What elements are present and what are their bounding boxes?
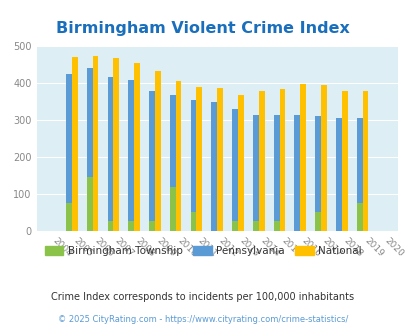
Bar — [237, 95, 243, 231]
Bar — [252, 115, 258, 231]
Bar — [232, 221, 237, 231]
Bar — [314, 212, 320, 231]
Bar — [128, 221, 134, 231]
Bar — [252, 221, 258, 231]
Bar — [294, 115, 300, 231]
Bar — [87, 68, 92, 231]
Bar — [134, 63, 140, 231]
Bar — [190, 100, 196, 231]
Bar — [211, 102, 217, 231]
Bar — [149, 221, 155, 231]
Bar — [314, 116, 320, 231]
Bar — [107, 221, 113, 231]
Bar — [300, 84, 305, 231]
Bar — [196, 87, 202, 231]
Bar — [362, 91, 367, 231]
Bar — [232, 109, 237, 231]
Bar — [341, 90, 347, 231]
Bar — [66, 203, 72, 231]
Bar — [155, 71, 160, 231]
Bar — [356, 118, 362, 231]
Text: Crime Index corresponds to incidents per 100,000 inhabitants: Crime Index corresponds to incidents per… — [51, 292, 354, 302]
Bar — [320, 85, 326, 231]
Bar — [258, 91, 264, 231]
Bar — [335, 118, 341, 231]
Bar — [113, 58, 119, 231]
Bar — [128, 80, 134, 231]
Bar — [92, 56, 98, 231]
Text: Birmingham Violent Crime Index: Birmingham Violent Crime Index — [56, 21, 349, 36]
Bar — [175, 81, 181, 231]
Legend: Birmingham Township, Pennsylvania, National: Birmingham Township, Pennsylvania, Natio… — [40, 242, 364, 260]
Bar — [190, 212, 196, 231]
Bar — [87, 178, 92, 231]
Bar — [107, 77, 113, 231]
Bar — [217, 88, 222, 231]
Bar — [149, 90, 155, 231]
Bar — [279, 89, 285, 231]
Bar — [169, 187, 175, 231]
Bar — [169, 95, 175, 231]
Bar — [273, 115, 279, 231]
Bar — [356, 203, 362, 231]
Text: © 2025 CityRating.com - https://www.cityrating.com/crime-statistics/: © 2025 CityRating.com - https://www.city… — [58, 315, 347, 324]
Bar — [66, 74, 72, 231]
Bar — [273, 221, 279, 231]
Bar — [72, 57, 77, 231]
